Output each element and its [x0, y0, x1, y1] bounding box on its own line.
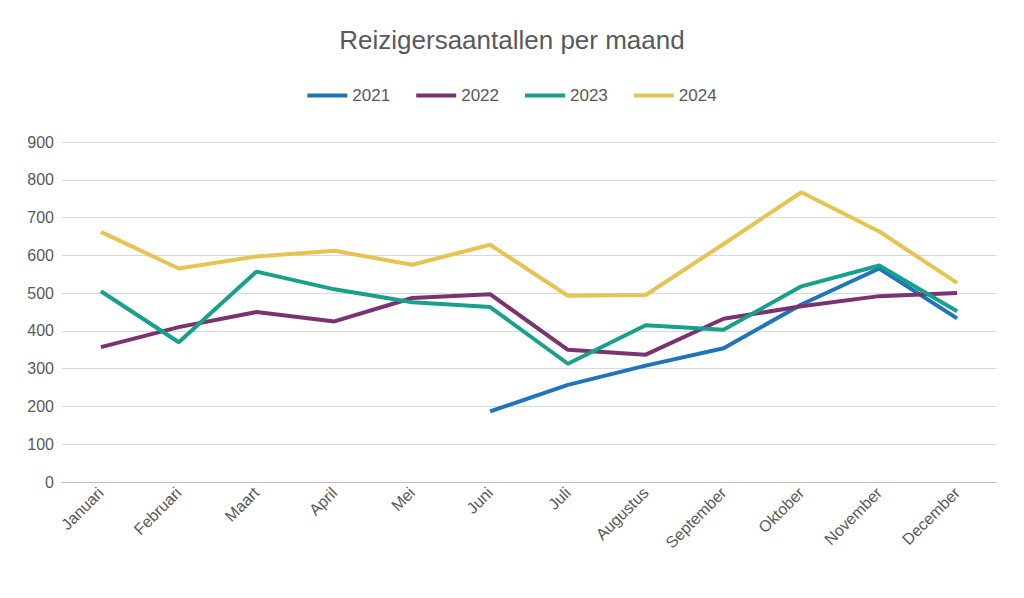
- svg-text:600: 600: [27, 247, 54, 264]
- svg-text:0: 0: [45, 474, 54, 491]
- svg-text:900: 900: [27, 134, 54, 151]
- svg-text:Mei: Mei: [388, 484, 418, 514]
- svg-text:800: 800: [27, 171, 54, 188]
- svg-text:December: December: [899, 484, 964, 549]
- svg-text:500: 500: [27, 285, 54, 302]
- svg-text:April: April: [306, 484, 341, 519]
- svg-text:September: September: [662, 484, 730, 552]
- svg-text:November: November: [821, 484, 886, 549]
- svg-text:Oktober: Oktober: [755, 484, 808, 537]
- svg-text:Reizigersaantallen per maand: Reizigersaantallen per maand: [339, 25, 684, 55]
- svg-text:400: 400: [27, 322, 54, 339]
- svg-text:200: 200: [27, 398, 54, 415]
- svg-text:2022: 2022: [461, 86, 499, 105]
- svg-text:100: 100: [27, 436, 54, 453]
- svg-text:700: 700: [27, 209, 54, 226]
- svg-text:Juli: Juli: [545, 484, 574, 513]
- svg-text:Januari: Januari: [58, 484, 107, 533]
- svg-text:Augustus: Augustus: [593, 484, 652, 543]
- svg-text:Juni: Juni: [463, 484, 496, 517]
- svg-text:Februari: Februari: [131, 484, 185, 538]
- svg-text:2021: 2021: [352, 86, 390, 105]
- svg-text:Maart: Maart: [222, 484, 263, 525]
- svg-text:2024: 2024: [679, 86, 717, 105]
- svg-text:2023: 2023: [570, 86, 608, 105]
- svg-text:300: 300: [27, 360, 54, 377]
